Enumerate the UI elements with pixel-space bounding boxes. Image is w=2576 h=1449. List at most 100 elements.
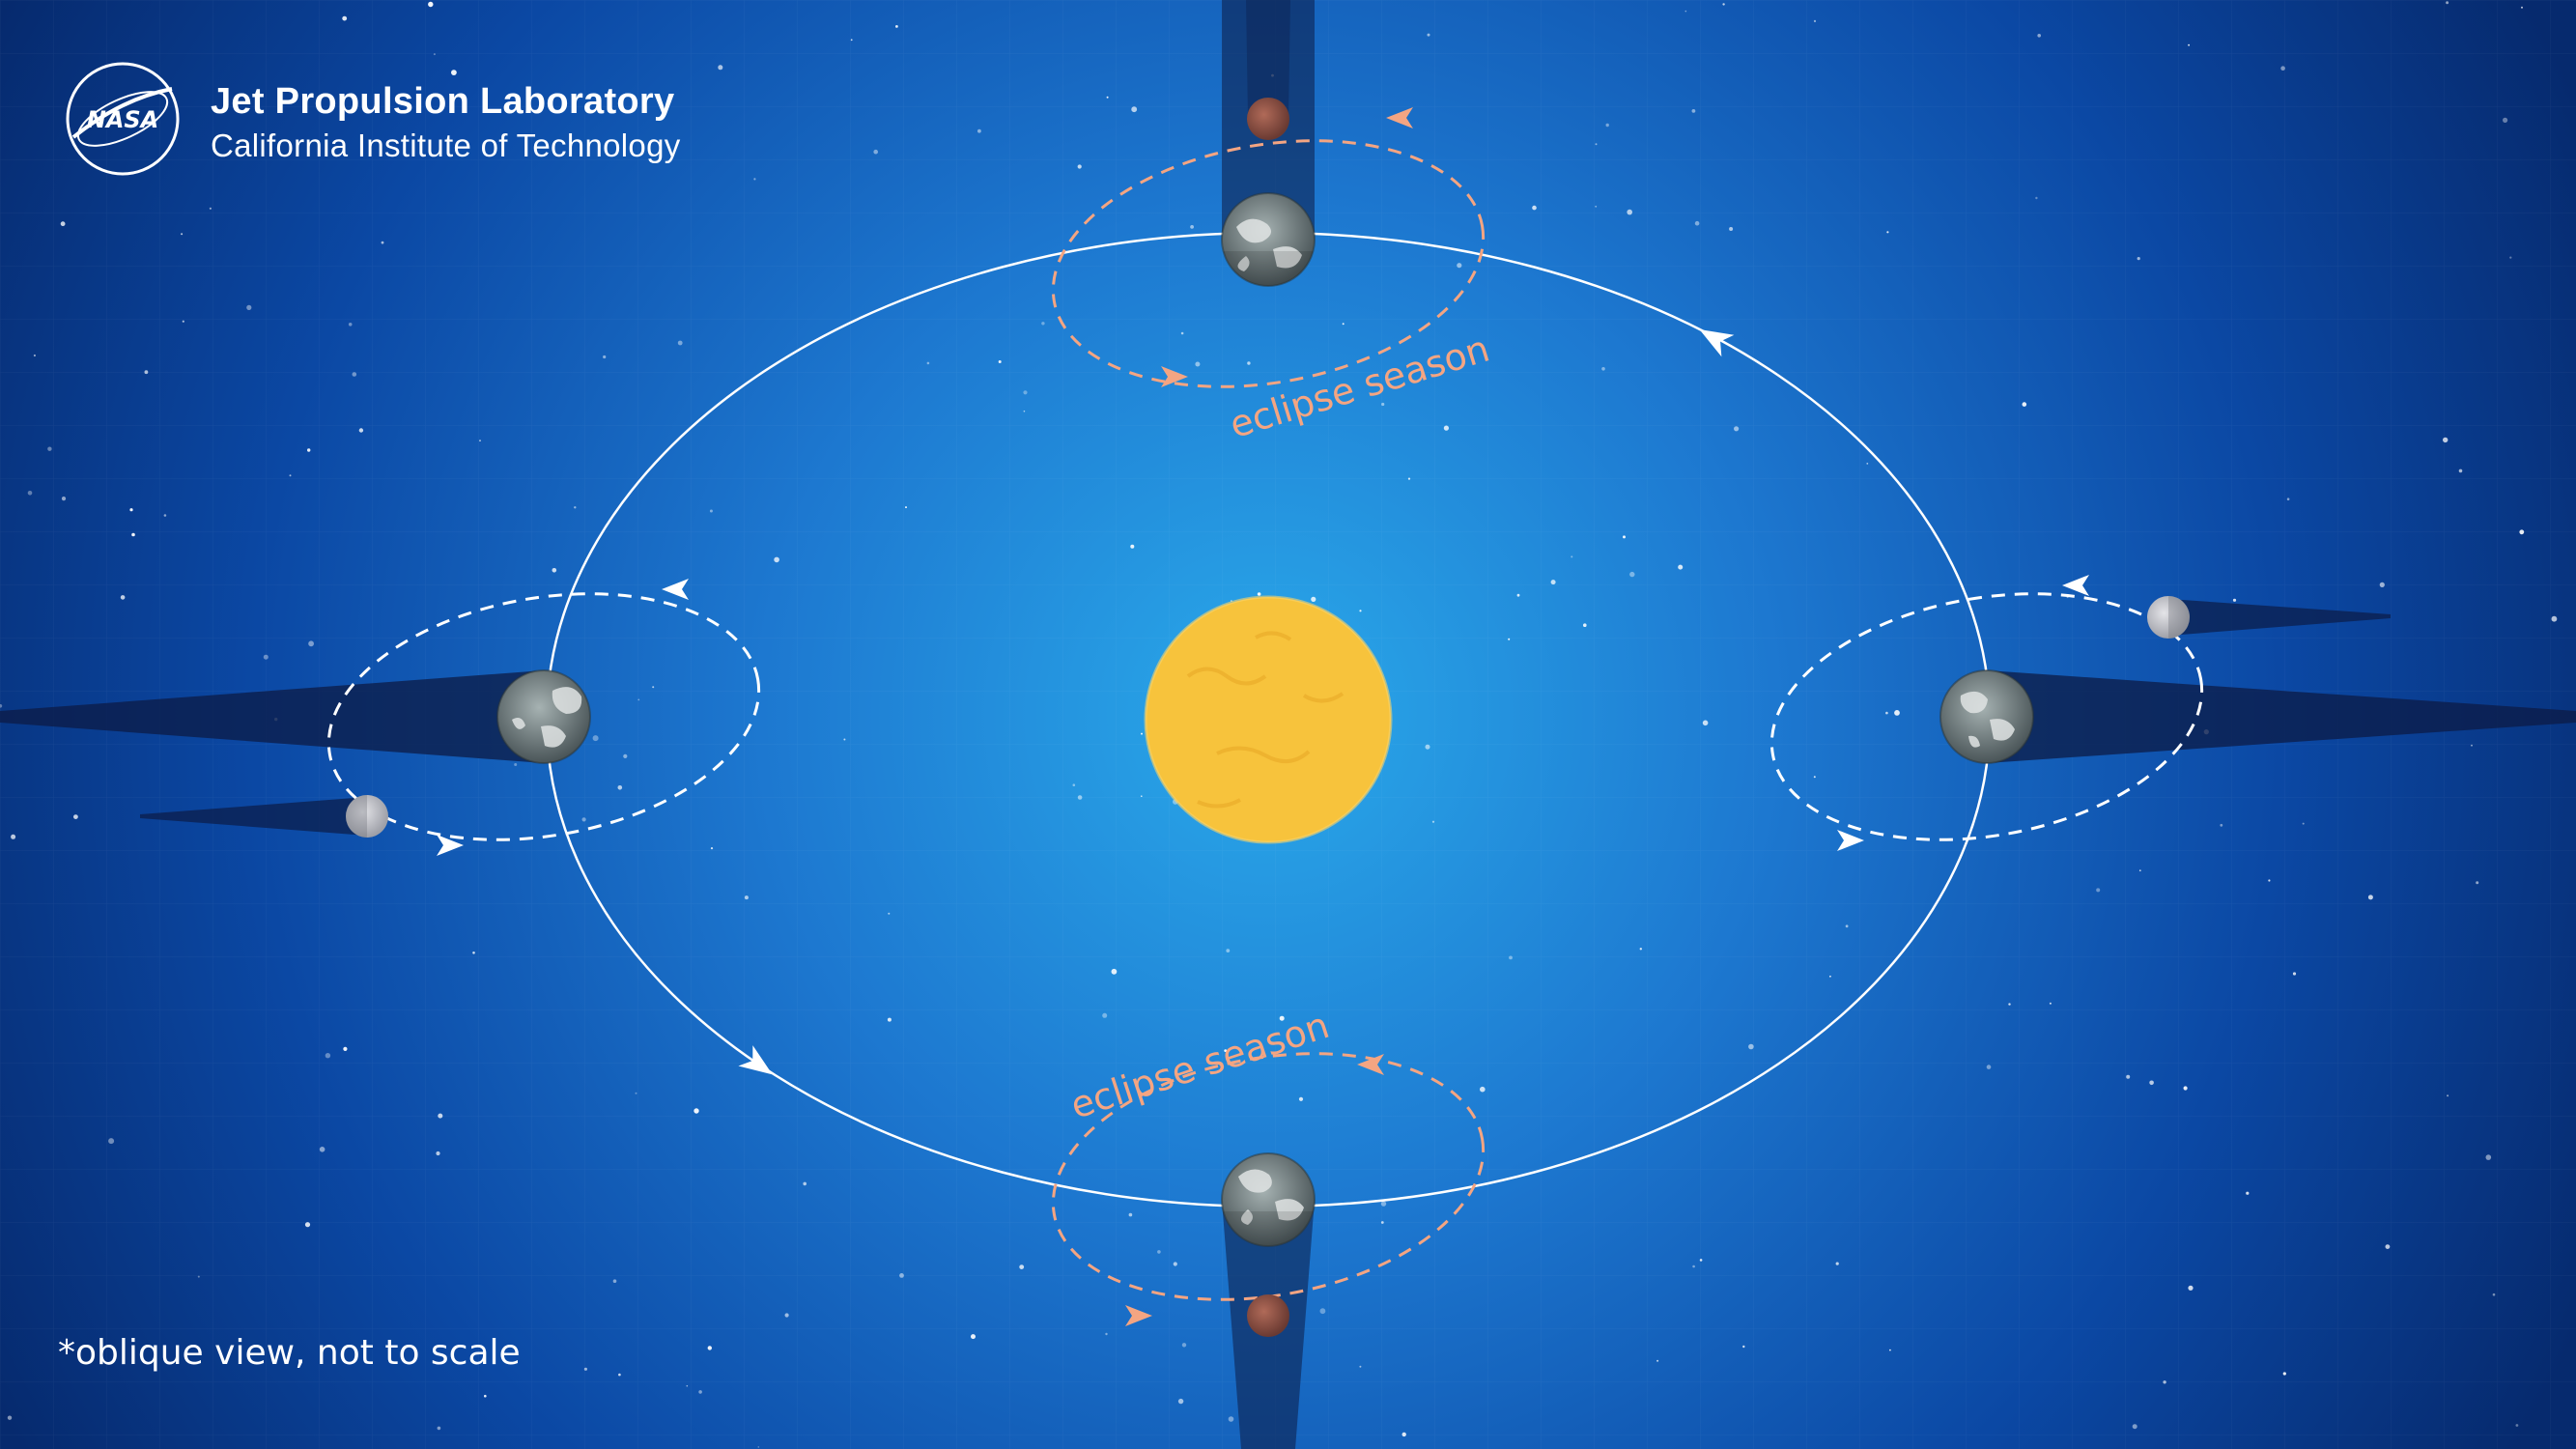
moon-orbit-arrow-icon	[662, 579, 689, 600]
star	[1181, 1343, 1187, 1348]
star	[1457, 263, 1462, 269]
earth-icon	[496, 669, 591, 764]
moon-shadow-right	[2168, 599, 2391, 636]
moon-orbit-arrow-icon	[1837, 830, 1864, 851]
star	[27, 491, 33, 496]
star	[1228, 1416, 1234, 1422]
star	[342, 15, 348, 21]
star	[1359, 1365, 1362, 1368]
star	[1190, 225, 1194, 229]
star	[1077, 164, 1082, 169]
star	[2458, 469, 2463, 473]
star	[1161, 1068, 1165, 1072]
star	[352, 372, 357, 377]
star	[1224, 1049, 1228, 1052]
star	[617, 785, 623, 790]
sun-icon	[1144, 595, 1393, 844]
star	[308, 640, 314, 647]
star	[381, 241, 384, 244]
star	[2471, 744, 2473, 747]
star	[2519, 529, 2525, 535]
star	[1886, 231, 1889, 234]
star	[1128, 1212, 1133, 1217]
star	[592, 735, 599, 742]
star	[2447, 1094, 2449, 1097]
org-subtitle: California Institute of Technology	[211, 128, 681, 163]
star	[33, 354, 37, 357]
star	[348, 323, 353, 327]
star	[2246, 1191, 2250, 1195]
star	[1605, 123, 1609, 128]
star	[1177, 1398, 1184, 1405]
star	[1509, 955, 1513, 960]
star	[1141, 732, 1143, 735]
moon-orbit-arrow-icon	[1161, 366, 1188, 387]
star	[677, 340, 683, 346]
star	[1226, 949, 1231, 952]
earth-shadow-left	[0, 670, 544, 763]
direction-arrows	[437, 107, 2089, 1326]
star	[304, 1222, 311, 1228]
orbit-arrow-icon	[738, 1045, 773, 1075]
star	[209, 207, 212, 210]
star	[2292, 972, 2297, 976]
star	[2049, 1002, 2052, 1005]
star	[2268, 879, 2271, 882]
star	[1141, 795, 1143, 797]
star	[623, 753, 628, 759]
star	[1532, 205, 1537, 211]
star	[1595, 205, 1598, 208]
star	[307, 448, 311, 452]
star	[1319, 1308, 1326, 1315]
star	[1431, 820, 1435, 823]
star	[319, 1147, 326, 1152]
star	[2280, 66, 2285, 71]
star	[784, 1313, 789, 1318]
star	[1601, 367, 1605, 371]
star	[1102, 1012, 1108, 1018]
star	[757, 1446, 760, 1448]
orbit-arrow-icon	[1699, 329, 1735, 357]
star	[2137, 257, 2140, 261]
star	[1627, 209, 1632, 215]
star	[2367, 895, 2373, 900]
star	[451, 70, 457, 75]
star	[895, 25, 898, 28]
star	[998, 360, 1002, 363]
star	[2008, 1003, 2011, 1006]
moon-orbit-right	[1769, 592, 2204, 841]
star	[2096, 888, 2101, 893]
star	[1023, 410, 1026, 412]
star	[1401, 1432, 1406, 1437]
star	[1678, 564, 1684, 570]
star	[108, 1138, 115, 1145]
star	[1380, 1201, 1387, 1207]
star	[438, 1113, 443, 1119]
star	[1425, 744, 1430, 750]
star	[2220, 823, 2223, 827]
jpl-logo: NASA Jet Propulsion Laboratory Californi…	[64, 60, 682, 185]
star	[1885, 711, 1888, 715]
star	[2138, 869, 2141, 872]
moon-orbit-arrow-icon	[437, 835, 464, 856]
star	[652, 686, 655, 689]
star	[574, 506, 577, 509]
star	[2286, 497, 2290, 500]
star	[1359, 610, 1362, 612]
star	[1742, 1345, 1745, 1349]
star	[850, 39, 853, 42]
star	[1684, 10, 1687, 13]
star	[1722, 3, 1725, 6]
star	[1180, 331, 1184, 335]
star	[709, 509, 713, 513]
star	[1889, 1349, 1891, 1351]
star	[479, 440, 481, 441]
star	[618, 1373, 621, 1377]
star	[1173, 1262, 1177, 1266]
earth-icon	[1221, 1152, 1316, 1247]
star	[428, 1, 434, 8]
star	[2521, 6, 2523, 9]
star	[1443, 425, 1449, 431]
star	[2126, 1074, 2131, 1079]
